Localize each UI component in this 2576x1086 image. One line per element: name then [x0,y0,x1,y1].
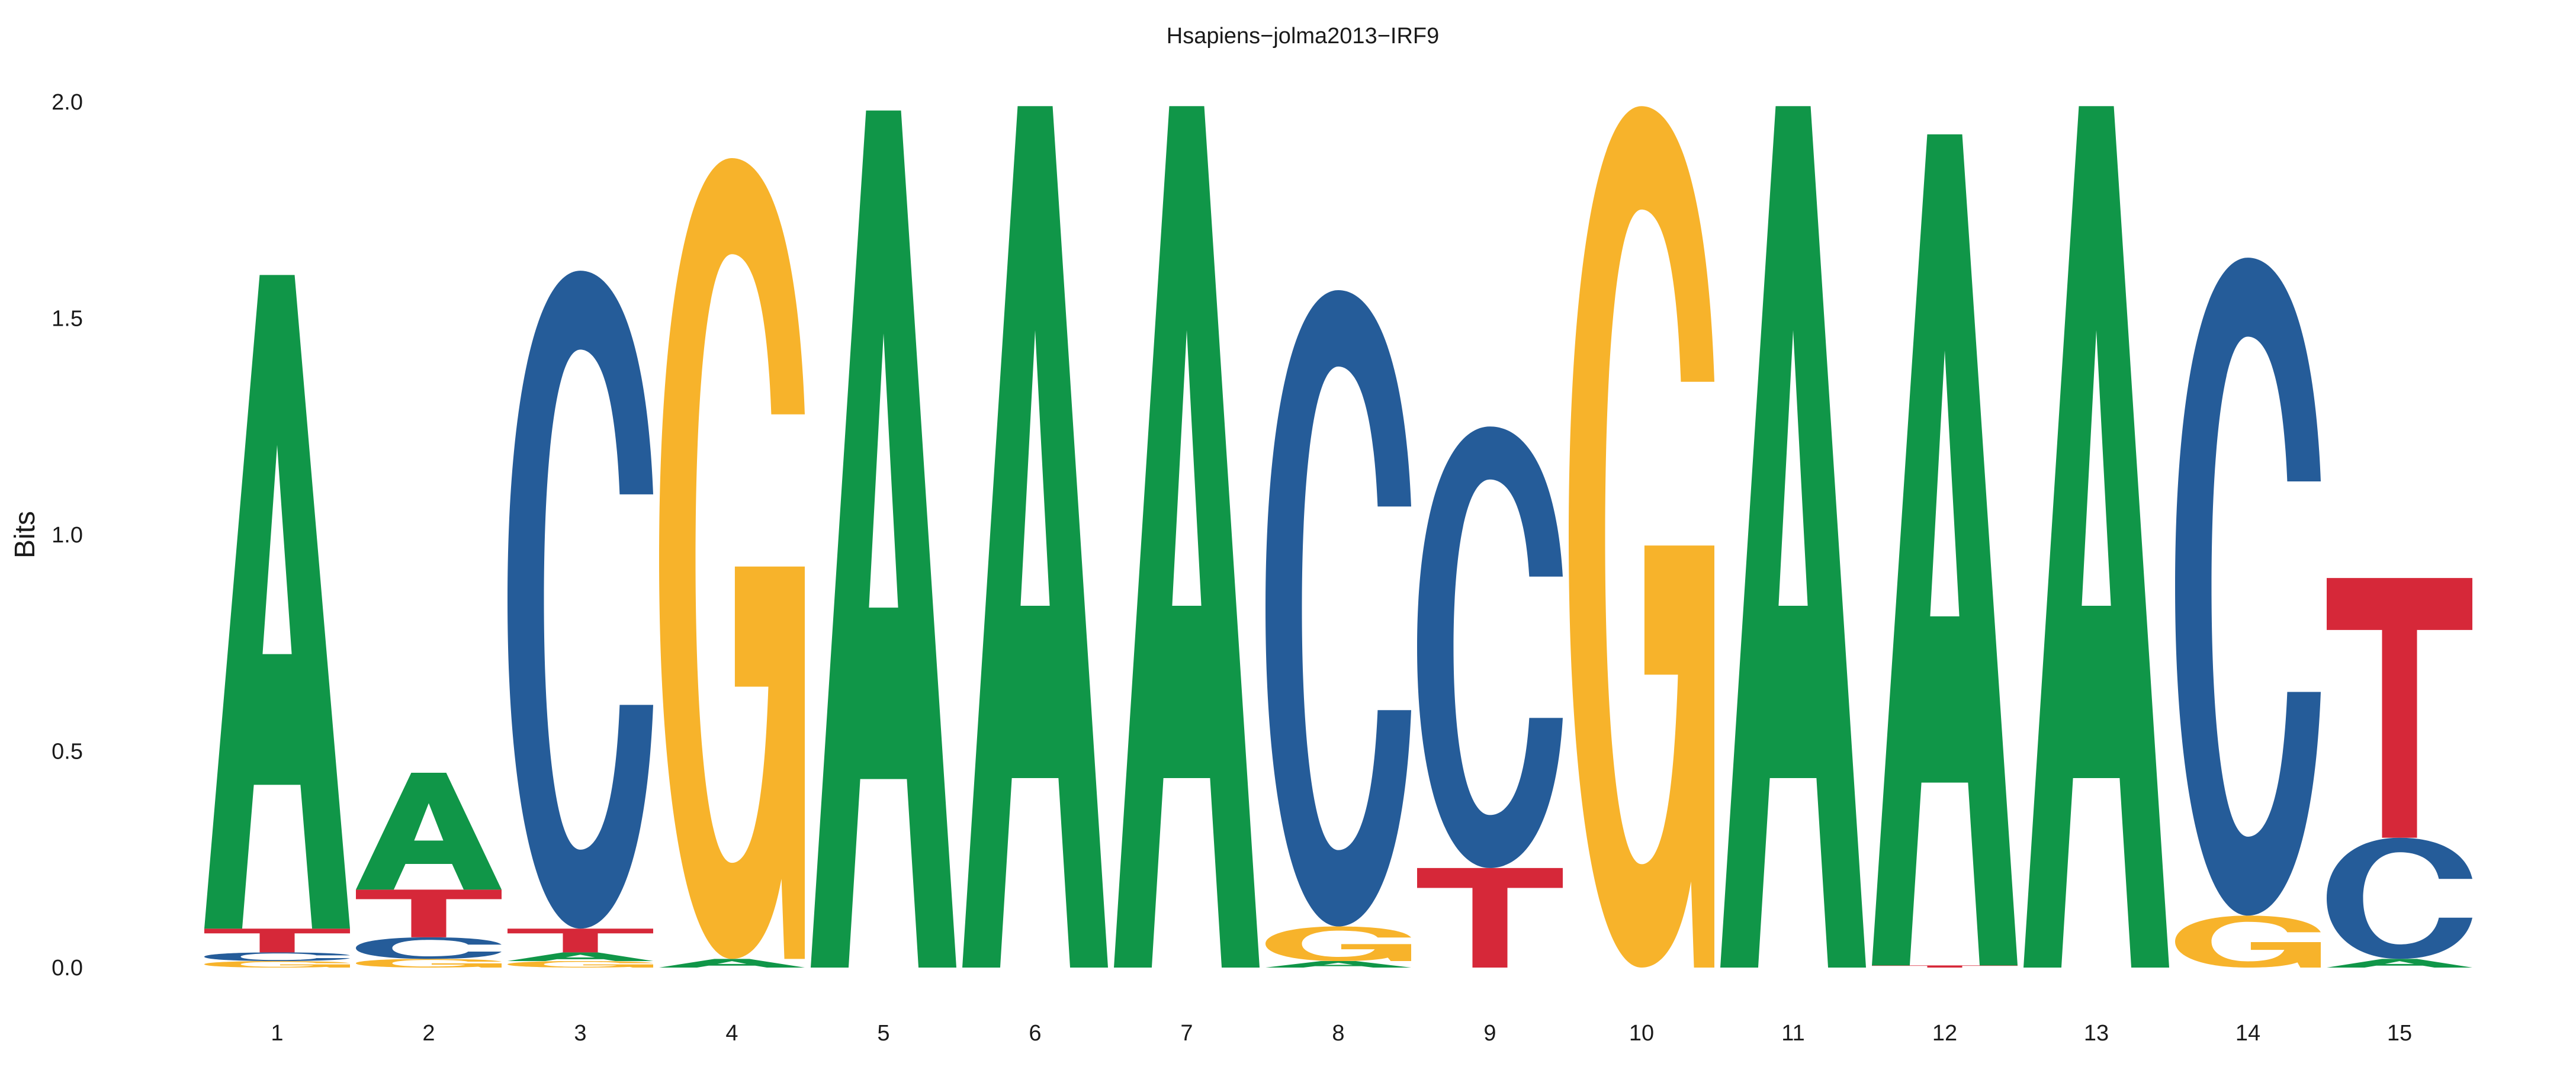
y-axis-label: Bits [9,511,41,558]
y-axis-ticks: 0.0 0.5 1.0 1.5 2.0 [52,90,83,981]
y-tick-label: 2.0 [52,90,83,115]
logo-letter-T [356,889,502,937]
logo-letter-A [2327,959,2472,968]
y-tick-label: 0.5 [52,740,83,764]
x-tick-label: 10 [1629,1021,1654,1046]
logo-letter-C [2327,837,2472,959]
logo-letter-G [508,961,653,968]
logo-letter-G [659,158,805,959]
y-tick-label: 1.0 [52,523,83,548]
logo-letter-A [2023,106,2169,968]
logo-letter-A [356,773,502,890]
logo-letter-G [1569,106,1714,968]
chart-title: Hsapiens−jolma2013−IRF9 [1167,24,1440,49]
x-tick-label: 2 [422,1021,435,1046]
x-tick-label: 1 [271,1021,283,1046]
logo-letter-stacks [204,106,2472,968]
logo-letter-T [204,928,350,953]
logo-letter-A [1720,106,1866,968]
logo-letter-A [962,106,1108,968]
logo-letter-A [659,959,805,968]
logo-letter-C [508,271,653,929]
logo-letter-T [2327,578,2472,838]
x-tick-label: 8 [1332,1021,1344,1046]
logo-letter-C [1265,290,1411,927]
y-tick-label: 0.0 [52,956,83,981]
logo-letter-T [1417,867,1563,968]
logo-letter-T [508,928,653,953]
x-tick-label: 5 [877,1021,889,1046]
logo-letter-G [1265,926,1411,962]
x-tick-label: 13 [2084,1021,2109,1046]
logo-letter-C [2175,258,2321,916]
logo-letter-A [1265,961,1411,968]
x-tick-label: 6 [1029,1021,1041,1046]
logo-letter-A [508,952,653,962]
logo-letter-G [204,961,350,968]
x-tick-label: 12 [1932,1021,1957,1046]
x-axis-ticks: 1 2 3 4 5 6 7 8 9 10 11 12 13 14 15 [271,1021,2412,1046]
logo-letter-T [1872,965,2018,968]
x-tick-label: 15 [2387,1021,2412,1046]
logo-letter-A [1872,134,2018,966]
logo-letter-A [1114,106,1260,968]
x-tick-label: 9 [1483,1021,1496,1046]
x-tick-label: 4 [725,1021,738,1046]
logo-letter-C [1417,426,1563,868]
x-tick-label: 3 [574,1021,586,1046]
logo-letter-A [811,110,956,968]
logo-letter-G [356,959,502,968]
logo-letter-C [204,952,350,962]
x-tick-label: 14 [2235,1021,2260,1046]
logo-letter-C [356,937,502,959]
logo-letter-A [204,275,350,929]
x-tick-label: 11 [1781,1021,1804,1046]
logo-letter-G [2175,915,2321,968]
x-tick-label: 7 [1180,1021,1193,1046]
y-tick-label: 1.5 [52,307,83,332]
